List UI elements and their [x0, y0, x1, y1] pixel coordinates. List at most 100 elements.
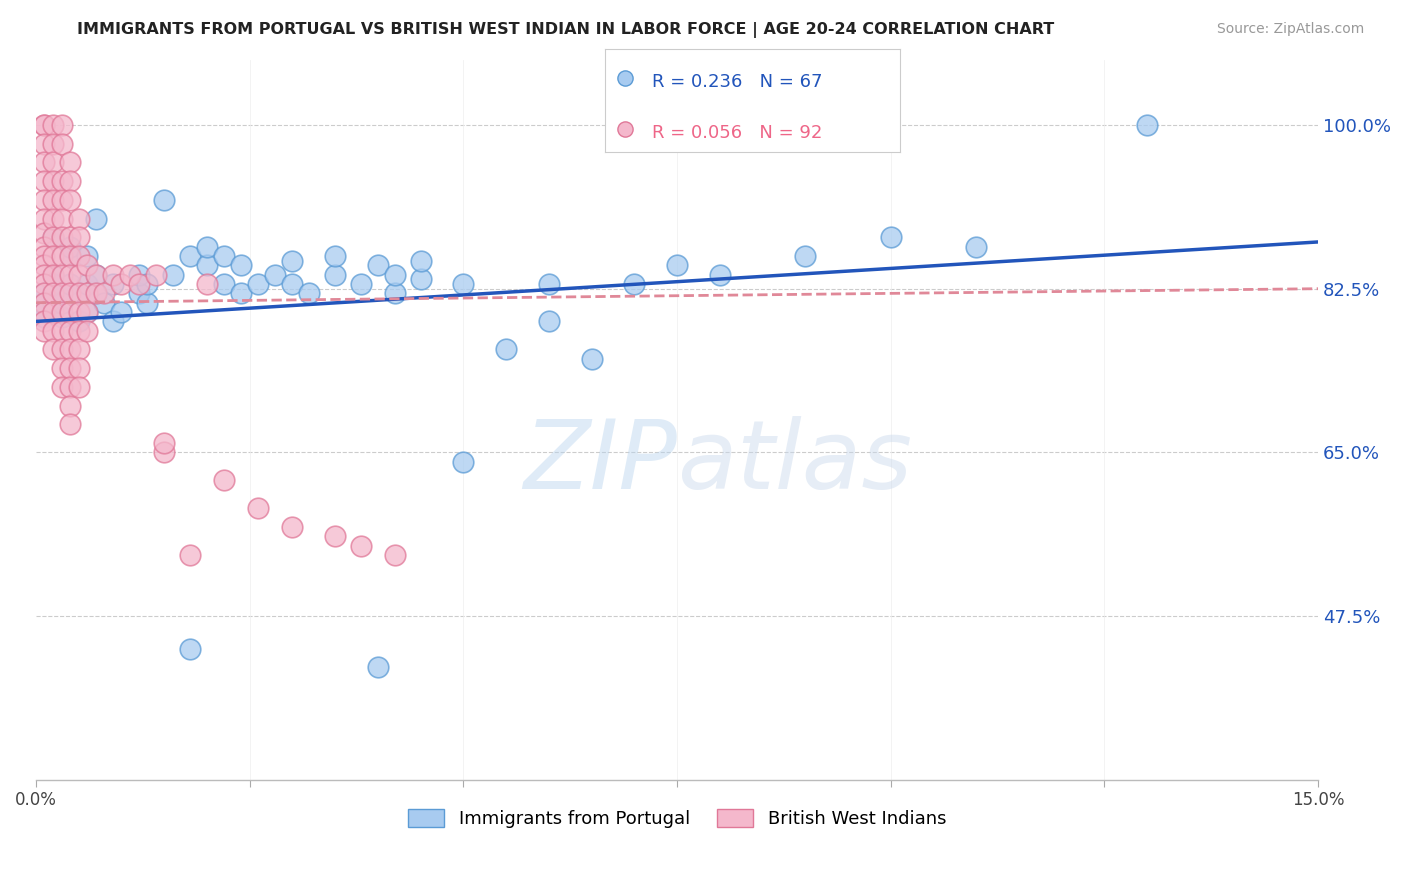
- Point: [153, 445, 176, 459]
- Text: atlas: atlas: [678, 417, 912, 509]
- Point: [59, 230, 82, 244]
- Point: [59, 324, 82, 338]
- Point: [42, 174, 65, 188]
- Point: [1136, 118, 1159, 132]
- Point: [350, 277, 373, 291]
- Point: [67, 343, 90, 357]
- Point: [84, 286, 107, 301]
- Point: [212, 474, 235, 488]
- Point: [59, 277, 82, 291]
- Point: [51, 324, 73, 338]
- Point: [179, 548, 201, 562]
- Point: [384, 548, 406, 562]
- Point: [162, 268, 184, 282]
- Point: [42, 268, 65, 282]
- Point: [281, 277, 304, 291]
- Point: [323, 249, 346, 263]
- Point: [67, 211, 90, 226]
- Point: [709, 268, 731, 282]
- Point: [34, 277, 56, 291]
- Point: [51, 268, 73, 282]
- Point: [42, 286, 65, 301]
- Point: [136, 295, 159, 310]
- Point: [67, 305, 90, 319]
- Point: [195, 258, 218, 272]
- Point: [51, 136, 73, 151]
- Point: [453, 455, 475, 469]
- Point: [93, 286, 115, 301]
- Point: [51, 193, 73, 207]
- Point: [323, 529, 346, 543]
- Point: [59, 343, 82, 357]
- Point: [51, 174, 73, 188]
- Point: [67, 230, 90, 244]
- Point: [264, 268, 287, 282]
- Point: [623, 277, 645, 291]
- Point: [34, 295, 56, 310]
- Point: [298, 286, 321, 301]
- Text: R = 0.236   N = 67: R = 0.236 N = 67: [652, 73, 823, 91]
- Point: [118, 268, 141, 282]
- Point: [59, 239, 82, 253]
- Text: ZIP: ZIP: [523, 417, 678, 509]
- Point: [128, 268, 150, 282]
- Legend: Immigrants from Portugal, British West Indians: Immigrants from Portugal, British West I…: [401, 802, 953, 836]
- Point: [34, 211, 56, 226]
- Point: [367, 258, 389, 272]
- Point: [179, 641, 201, 656]
- Point: [42, 155, 65, 169]
- Point: [34, 249, 56, 263]
- Point: [51, 380, 73, 394]
- Point: [59, 399, 82, 413]
- Point: [67, 380, 90, 394]
- Point: [34, 118, 56, 132]
- Point: [212, 277, 235, 291]
- Point: [59, 268, 82, 282]
- Point: [67, 286, 90, 301]
- Point: [51, 343, 73, 357]
- Point: [67, 249, 90, 263]
- Point: [195, 277, 218, 291]
- Point: [42, 249, 65, 263]
- Point: [76, 258, 98, 272]
- Point: [367, 660, 389, 674]
- Point: [42, 295, 65, 310]
- Point: [59, 361, 82, 376]
- Point: [229, 286, 252, 301]
- Point: [93, 295, 115, 310]
- Point: [42, 305, 65, 319]
- Point: [136, 277, 159, 291]
- Point: [229, 258, 252, 272]
- Point: [323, 268, 346, 282]
- Point: [409, 272, 432, 286]
- Point: [581, 351, 603, 366]
- Point: [67, 314, 90, 328]
- Point: [34, 193, 56, 207]
- Point: [247, 277, 270, 291]
- Point: [76, 249, 98, 263]
- Point: [794, 249, 817, 263]
- Point: [51, 286, 73, 301]
- Point: [409, 253, 432, 268]
- Point: [128, 286, 150, 301]
- Point: [34, 295, 56, 310]
- Point: [34, 118, 56, 132]
- Point: [51, 118, 73, 132]
- Point: [350, 539, 373, 553]
- Point: [34, 226, 56, 240]
- Point: [34, 310, 56, 324]
- Point: [34, 268, 56, 282]
- Point: [42, 118, 65, 132]
- Point: [34, 305, 56, 319]
- Point: [384, 286, 406, 301]
- Point: [42, 277, 65, 291]
- Point: [34, 174, 56, 188]
- Point: [59, 174, 82, 188]
- Point: [247, 501, 270, 516]
- Point: [101, 277, 124, 291]
- Point: [59, 249, 82, 263]
- Point: [42, 305, 65, 319]
- Point: [965, 239, 987, 253]
- Point: [495, 343, 517, 357]
- Point: [51, 286, 73, 301]
